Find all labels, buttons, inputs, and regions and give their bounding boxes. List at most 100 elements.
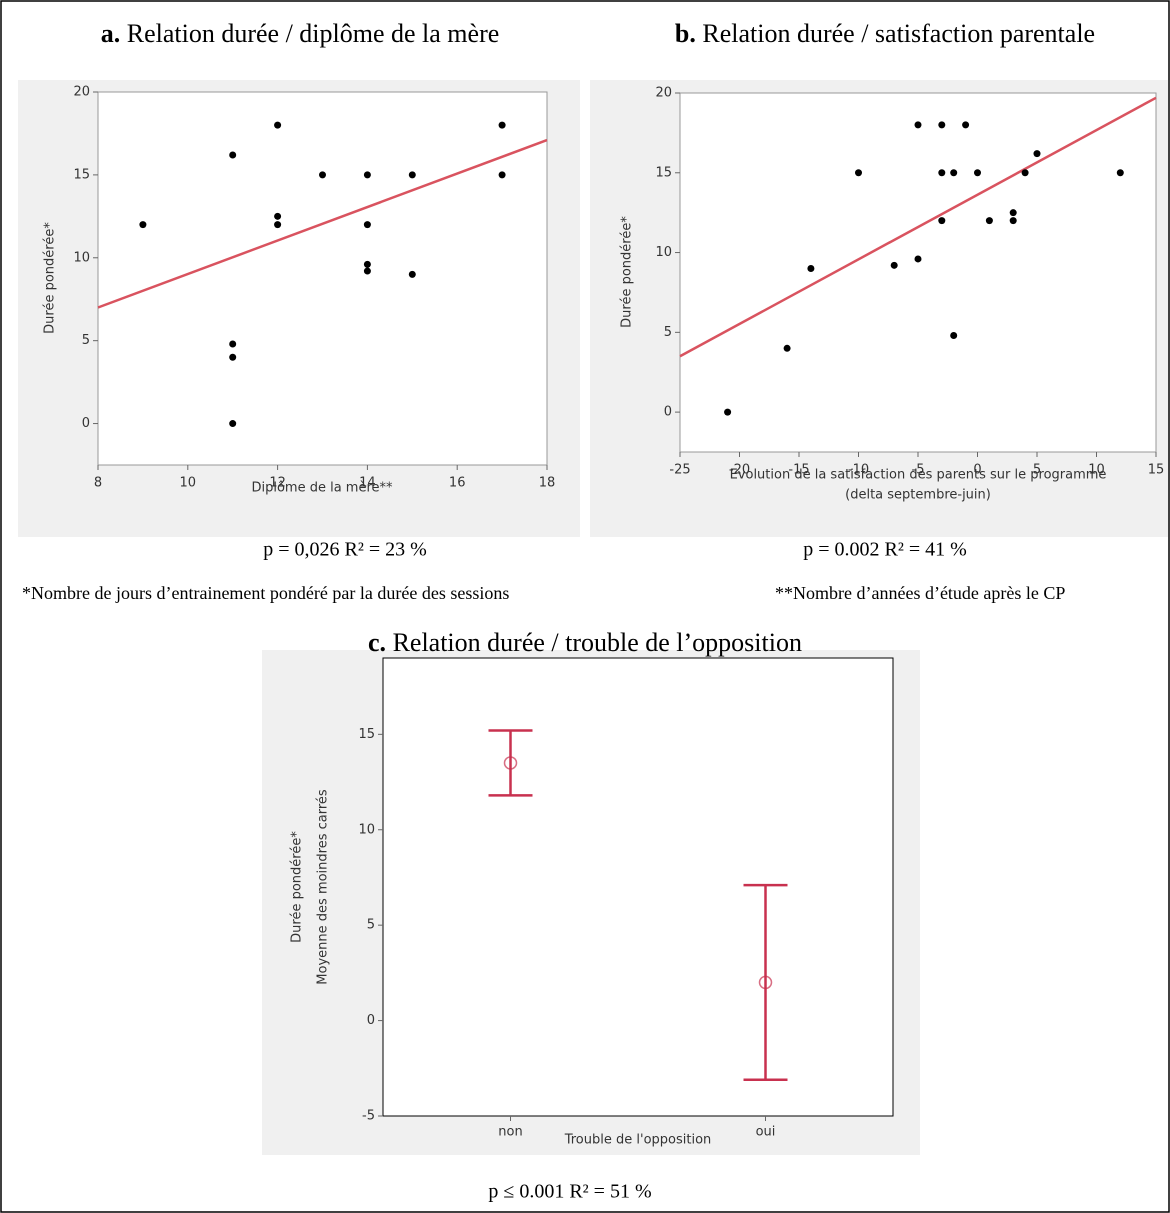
mean-marker (758, 975, 773, 990)
x-tick-label: 16 (449, 476, 466, 491)
point (274, 221, 282, 229)
y-axis-label: Moyenne des moindres carrés (316, 789, 331, 985)
x-tick-label: 15 (1148, 463, 1165, 478)
panel-label: a. (101, 19, 121, 48)
x-tick-label: -20 (729, 463, 750, 478)
point (938, 121, 946, 129)
point (229, 420, 237, 428)
point (498, 121, 506, 129)
x-tick-label: non (498, 1125, 522, 1140)
plot-area (679, 92, 1157, 453)
y-tick-label: 15 (73, 167, 90, 182)
point (914, 255, 922, 263)
fit-line (679, 96, 1157, 358)
y-axis-label: Durée pondérée* (290, 831, 305, 943)
point (408, 270, 416, 278)
x-axis-label: Trouble de l'opposition (564, 1133, 712, 1148)
y-tick-label: 10 (73, 250, 90, 265)
x-tick-label: oui (756, 1125, 776, 1140)
point (363, 171, 371, 179)
point (139, 221, 147, 229)
mean-marker (503, 756, 518, 770)
point (938, 217, 946, 225)
title-text: Relation durée / satisfaction parentale (702, 19, 1095, 48)
y-axis-label: Durée pondérée* (43, 222, 58, 334)
y-tick-label: 0 (82, 416, 90, 431)
y-tick-label: 0 (367, 1013, 375, 1028)
point (363, 267, 371, 275)
point (985, 217, 993, 225)
annotation: p ≤ 0.001 R² = 51 % (488, 1181, 651, 1203)
fit-line (97, 138, 548, 309)
note: *Nombre de jours d’entrainement pondéré … (22, 583, 509, 603)
annotation: p = 0,026 R² = 23 % (263, 539, 427, 561)
y-tick-label: -5 (362, 1109, 375, 1124)
y-tick-label: 20 (73, 85, 90, 100)
x-tick-label: -10 (848, 463, 869, 478)
plot-area (382, 657, 894, 1117)
x-tick-label: 18 (539, 476, 556, 491)
x-tick-label: 10 (180, 476, 197, 491)
point (229, 340, 237, 348)
point (950, 332, 958, 340)
panel-label: b. (675, 19, 696, 48)
x-tick-label: 0 (973, 463, 981, 478)
point (783, 344, 791, 352)
y-tick-label: 5 (664, 325, 672, 340)
x-tick-label: 14 (359, 476, 376, 491)
point (1009, 217, 1017, 225)
point (319, 171, 326, 179)
point (962, 121, 970, 129)
point (1033, 150, 1041, 158)
point (807, 265, 815, 273)
point (363, 221, 371, 229)
note: **Nombre d’années d’étude après le CP (775, 583, 1065, 603)
y-tick-label: 15 (655, 165, 672, 180)
y-axis-label: Durée pondérée* (620, 216, 635, 328)
x-tick-label: 10 (1088, 463, 1105, 478)
point (229, 353, 237, 361)
x-tick-label: -15 (788, 463, 809, 478)
chart-title: b. Relation durée / satisfaction parenta… (675, 19, 1095, 48)
y-tick-label: 5 (82, 333, 90, 348)
point (855, 169, 862, 177)
chart-title: c. Relation durée / trouble de l’opposit… (368, 628, 802, 657)
title-text: Relation durée / diplôme de la mère (127, 19, 500, 48)
point (724, 408, 732, 416)
point (498, 171, 506, 179)
point (229, 151, 237, 159)
x-tick-label: -5 (912, 463, 925, 478)
x-axis-label: Evolution de la satisfaction des parents… (730, 468, 1107, 483)
y-tick-label: 10 (655, 245, 672, 260)
point (274, 212, 282, 220)
y-tick-label: 15 (358, 727, 375, 742)
point (274, 121, 282, 129)
x-axis-label: Diplôme de la mère** (251, 481, 393, 496)
title-text: Relation durée / trouble de l’opposition (393, 628, 802, 657)
point (950, 169, 958, 177)
y-tick-label: 5 (367, 918, 375, 933)
y-tick-label: 20 (655, 86, 672, 101)
point (890, 261, 898, 269)
x-tick-label: 8 (94, 476, 102, 491)
point (974, 169, 981, 177)
chart-title: a. Relation durée / diplôme de la mère (101, 19, 500, 48)
point (1009, 209, 1017, 217)
y-tick-label: 0 (664, 405, 672, 420)
point (938, 169, 946, 177)
point (1116, 169, 1124, 177)
x-tick-label: -25 (669, 463, 690, 478)
x-tick-label: 12 (269, 476, 286, 491)
point (1021, 169, 1029, 177)
point (914, 121, 922, 129)
point (363, 260, 371, 268)
annotation: p = 0.002 R² = 41 % (803, 539, 967, 561)
x-tick-label: 5 (1033, 463, 1041, 478)
y-tick-label: 10 (358, 822, 375, 837)
panel-label: c. (368, 628, 386, 657)
x-axis-label: (delta septembre-juin) (845, 488, 991, 503)
point (408, 171, 416, 179)
plot-area (97, 91, 548, 466)
